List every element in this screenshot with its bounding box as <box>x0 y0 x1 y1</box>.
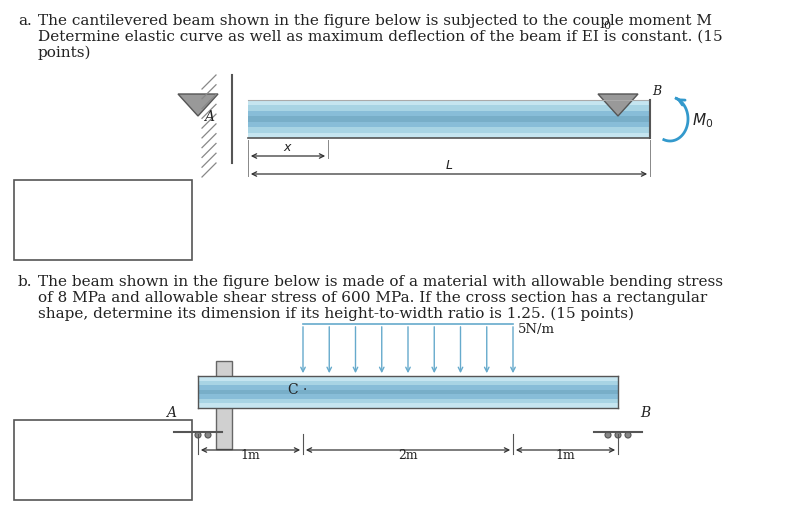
FancyBboxPatch shape <box>248 111 650 116</box>
Text: $x$: $x$ <box>283 141 293 154</box>
Text: B: B <box>652 85 661 98</box>
Text: a.: a. <box>18 14 32 28</box>
FancyBboxPatch shape <box>248 116 650 122</box>
Text: 0: 0 <box>603 21 610 31</box>
FancyBboxPatch shape <box>248 105 650 111</box>
Text: b.: b. <box>18 275 33 289</box>
Circle shape <box>625 432 631 438</box>
FancyBboxPatch shape <box>14 420 192 500</box>
Text: A: A <box>204 110 214 124</box>
FancyBboxPatch shape <box>248 100 650 105</box>
Text: The beam shown in the figure below is made of a material with allowable bending : The beam shown in the figure below is ma… <box>38 275 723 289</box>
Text: 5N/m: 5N/m <box>518 322 555 335</box>
Circle shape <box>605 432 611 438</box>
Text: 1m: 1m <box>241 449 261 462</box>
FancyBboxPatch shape <box>248 127 650 133</box>
FancyBboxPatch shape <box>198 385 618 390</box>
Polygon shape <box>598 94 638 116</box>
FancyBboxPatch shape <box>198 380 618 385</box>
Text: A: A <box>166 406 176 420</box>
FancyBboxPatch shape <box>198 390 618 394</box>
Text: shape, determine its dimension if its height-to-width ratio is 1.25. (15 points): shape, determine its dimension if its he… <box>38 307 634 321</box>
Text: of 8 MPa and allowable shear stress of 600 MPa. If the cross section has a recta: of 8 MPa and allowable shear stress of 6… <box>38 291 707 305</box>
Text: C ·: C · <box>288 383 307 397</box>
FancyBboxPatch shape <box>198 403 618 408</box>
Circle shape <box>195 432 201 438</box>
Text: The cantilevered beam shown in the figure below is subjected to the couple momen: The cantilevered beam shown in the figur… <box>38 14 712 28</box>
Text: .: . <box>38 30 43 44</box>
FancyBboxPatch shape <box>248 122 650 127</box>
Polygon shape <box>178 94 218 116</box>
Circle shape <box>615 432 621 438</box>
FancyBboxPatch shape <box>14 180 192 260</box>
FancyBboxPatch shape <box>198 376 618 380</box>
Circle shape <box>185 432 191 438</box>
Text: Determine elastic curve as well as maximum deflection of the beam if EI is const: Determine elastic curve as well as maxim… <box>38 30 723 44</box>
Text: points): points) <box>38 46 91 60</box>
Text: $M_0$: $M_0$ <box>692 112 713 130</box>
Text: B: B <box>640 406 650 420</box>
FancyBboxPatch shape <box>198 394 618 399</box>
Text: 1m: 1m <box>556 449 575 462</box>
Circle shape <box>205 432 211 438</box>
FancyBboxPatch shape <box>216 361 232 449</box>
FancyBboxPatch shape <box>248 133 650 138</box>
FancyBboxPatch shape <box>198 399 618 403</box>
Text: $L$: $L$ <box>445 159 453 172</box>
Text: 2m: 2m <box>398 449 418 462</box>
